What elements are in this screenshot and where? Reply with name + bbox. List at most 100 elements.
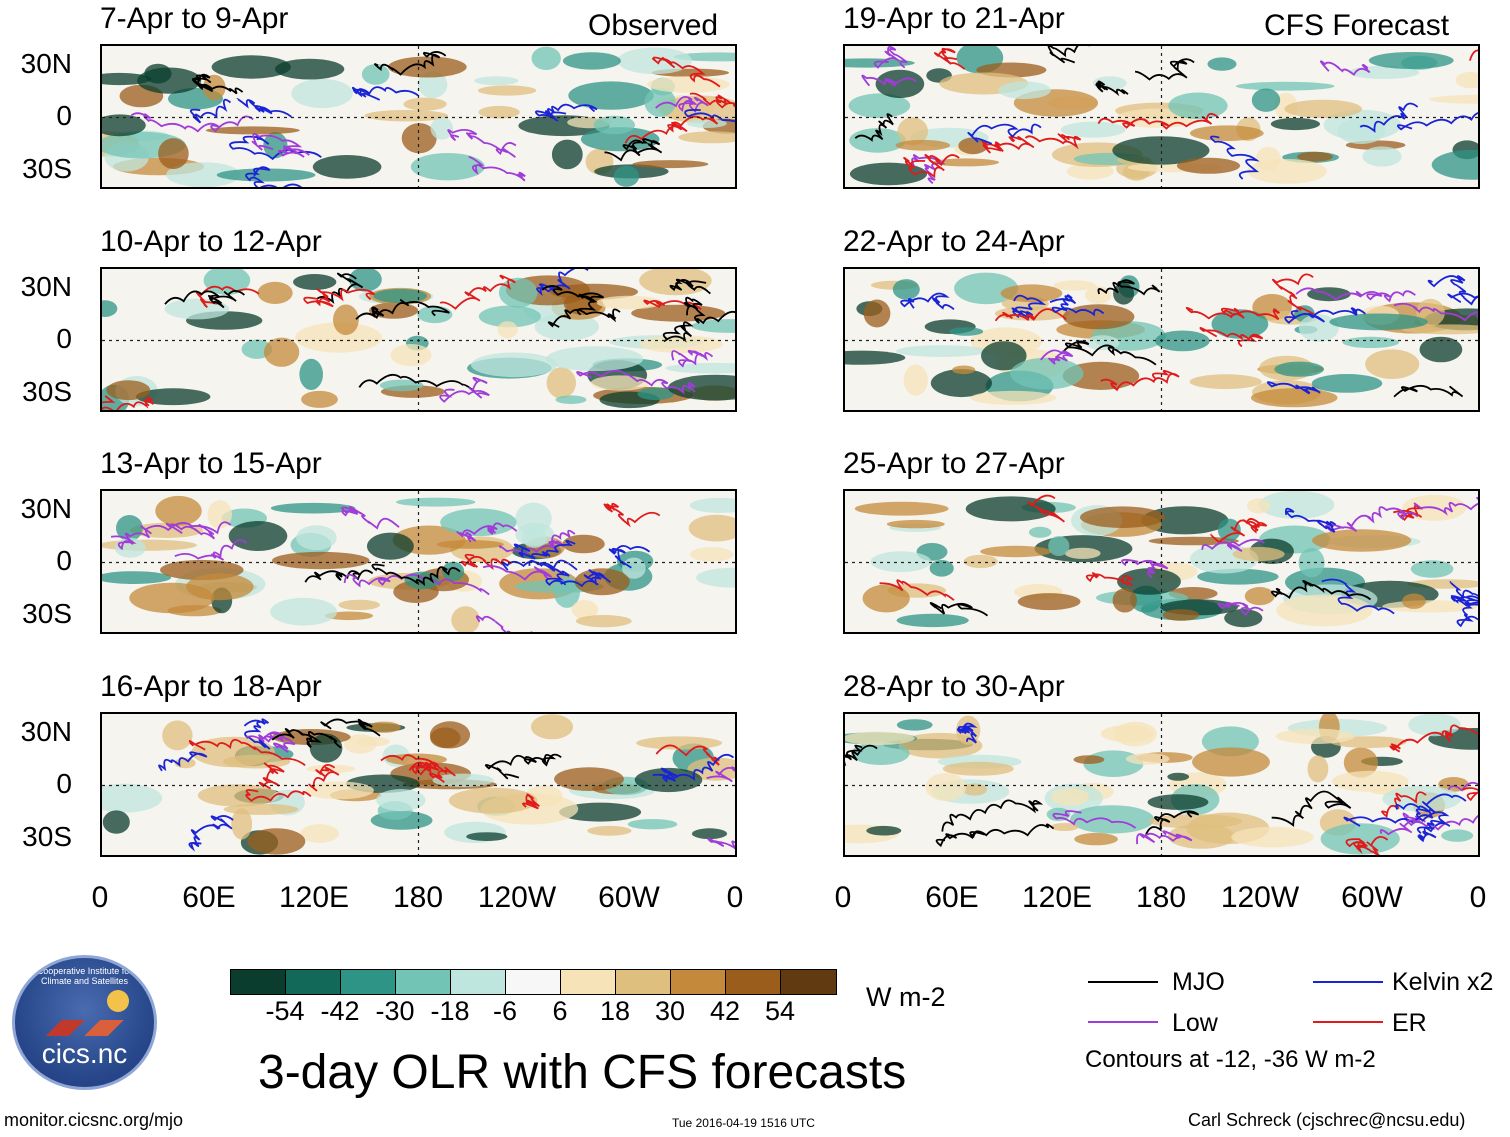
olr-anomaly-blob (203, 269, 251, 295)
olr-anomaly-blob (970, 390, 1057, 405)
footer-author: Carl Schreck (cjschrec@ncsu.edu) (1188, 1110, 1466, 1130)
contour-line (351, 86, 420, 101)
olr-anomaly-blob (442, 561, 465, 582)
lat-30s-row3: 30S (22, 598, 72, 629)
figure-title: 3-day OLR with CFS forecasts (258, 1046, 907, 1099)
contour-line (258, 762, 285, 790)
olr-anomaly-blob (1312, 529, 1412, 552)
map-panel-5 (843, 44, 1480, 189)
olr-anomaly-blob (430, 117, 454, 140)
colorbar-swatch (231, 970, 286, 994)
contour-line (1447, 292, 1478, 304)
contour-line (460, 553, 512, 571)
colorbar-tick-label: 42 (709, 996, 741, 1026)
olr-anomaly-blob (361, 64, 390, 85)
olr-anomaly-blob (349, 269, 382, 292)
olr-anomaly-blob (1000, 284, 1063, 303)
contour-line (854, 113, 894, 142)
contour-line (535, 103, 598, 122)
olr-anomaly-blob (367, 721, 401, 733)
contour-line (304, 569, 374, 583)
olr-anomaly-blob (270, 597, 337, 626)
olr-anomaly-blob (875, 69, 925, 99)
contour-line (1450, 595, 1478, 605)
olr-anomaly-blob (678, 131, 735, 144)
contour-line (845, 744, 878, 767)
contour-line (110, 521, 232, 551)
olr-anomaly-blob (1270, 117, 1320, 131)
olr-anomaly-blob (895, 139, 951, 151)
logo-arc-text: Cooperative Institute for Climate and Sa… (36, 966, 133, 986)
map-panel-7 (843, 489, 1480, 634)
olr-anomaly-blob (401, 123, 437, 154)
lon-0-far-right: 0 (1469, 881, 1487, 914)
olr-anomaly-blob (448, 787, 538, 814)
contour-line (1447, 781, 1478, 792)
contour-line (447, 129, 517, 158)
contour-line (652, 56, 721, 88)
olr-anomaly-blob (1251, 88, 1281, 112)
contour-line (934, 47, 966, 70)
olr-anomaly-blob (274, 58, 345, 80)
olr-anomaly-blob (1408, 714, 1461, 737)
olr-anomaly-blob (102, 571, 172, 584)
olr-anomaly-blob (644, 87, 676, 117)
contour-line (941, 799, 1044, 832)
olr-anomaly-blob (555, 395, 587, 404)
olr-anomaly-blob (466, 832, 508, 841)
contour-line (482, 565, 553, 581)
colorbar-tick-label: 18 (599, 996, 631, 1026)
cfs-forecast-label: CFS Forecast (1264, 9, 1450, 42)
olr-anomaly-blob (870, 551, 932, 573)
contour-line (1095, 80, 1129, 97)
olr-anomaly-blob (981, 341, 1027, 371)
contour-line (1449, 581, 1478, 600)
olr-anomaly-blob (477, 85, 537, 96)
olr-anomaly-blob (390, 344, 432, 367)
contour-line (1462, 787, 1478, 802)
lon-120e-left: 120E (278, 881, 350, 914)
olr-anomaly-blob (312, 155, 382, 179)
contour-line (1097, 279, 1161, 296)
colorbar-swatch (671, 970, 726, 994)
olr-anomaly-blob (1298, 547, 1325, 578)
olr-anomaly-blob (862, 584, 910, 613)
contour-line (164, 290, 245, 309)
lon-60e-left: 60E (182, 881, 236, 914)
olr-anomaly-blob (896, 719, 933, 731)
olr-anomaly-blob (474, 76, 519, 86)
olr-anomaly-blob (929, 560, 954, 577)
contour-line (1319, 60, 1371, 76)
colorbar-swatch (561, 970, 616, 994)
contour-line (706, 766, 735, 783)
olr-anomaly-blob (688, 514, 735, 542)
contour-line (935, 823, 1055, 848)
olr-field (102, 714, 735, 855)
olr-field (102, 46, 735, 187)
contour-line (684, 108, 735, 123)
contour-line (1210, 518, 1268, 544)
olr-anomaly-blob (1066, 163, 1114, 180)
olr-anomaly-blob (1337, 118, 1386, 144)
olr-anomaly-blob (356, 737, 390, 747)
contour-line (475, 615, 533, 632)
olr-anomaly-blob (613, 165, 640, 187)
olr-anomaly-blob (562, 534, 605, 554)
contour-line (1393, 384, 1464, 398)
lon-60w-left: 60W (598, 881, 660, 914)
olr-anomaly-blob (376, 789, 426, 812)
olr-anomaly-blob (295, 322, 382, 353)
olr-field (102, 269, 735, 410)
colorbar-tick-label: -18 (430, 996, 470, 1026)
colorbar-tick-label: 6 (552, 996, 568, 1026)
contour-line (245, 789, 312, 802)
olr-anomaly-blob (849, 128, 906, 153)
legend-line-low (1088, 1021, 1158, 1023)
olr-anomaly-blob (845, 350, 906, 365)
olr-anomaly-blob (291, 78, 353, 109)
olr-anomaly-blob (216, 168, 316, 182)
olr-anomaly-blob (696, 567, 735, 588)
olr-anomaly-blob (1235, 81, 1335, 91)
olr-anomaly-blob (668, 374, 735, 401)
contour-line (956, 722, 978, 744)
